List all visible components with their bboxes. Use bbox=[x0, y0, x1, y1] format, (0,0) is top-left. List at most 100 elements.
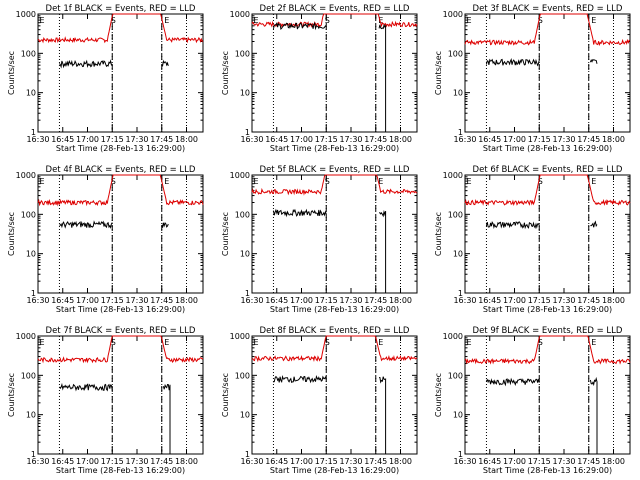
panel-title: Det 1f BLACK = Events, RED = LLD bbox=[46, 4, 196, 14]
events-series-line bbox=[272, 208, 327, 218]
plot-frame bbox=[464, 335, 631, 455]
x-tick-label: 18:00 bbox=[389, 457, 412, 466]
x-tick-label: 16:45 bbox=[478, 457, 501, 466]
y-tick-label: 10 bbox=[26, 250, 36, 259]
x-tick-label: 17:45 bbox=[150, 457, 173, 466]
lld-series-line bbox=[464, 174, 631, 207]
x-tick-label: 17:00 bbox=[76, 457, 99, 466]
x-tick-label: 16:45 bbox=[265, 457, 288, 466]
x-tick-label: 17:15 bbox=[528, 457, 551, 466]
y-tick-label: 10 bbox=[26, 89, 36, 98]
x-tick-label: 18:00 bbox=[175, 135, 198, 144]
x-tick-label: 17:30 bbox=[552, 135, 575, 144]
x-tick-label: 16:30 bbox=[453, 135, 476, 144]
x-axis-label: Start Time (28-Feb-13 16:29:00) bbox=[483, 466, 612, 475]
x-tick-label: 17:45 bbox=[364, 296, 387, 305]
y-axis-label: Counts/sec bbox=[7, 373, 16, 417]
lld-series-line bbox=[251, 174, 418, 196]
marker-e-start: E bbox=[466, 177, 471, 186]
y-tick-label: 10 bbox=[240, 89, 250, 98]
events-series-line bbox=[273, 374, 327, 384]
plot-frame bbox=[464, 174, 631, 294]
x-tick-label: 17:45 bbox=[364, 135, 387, 144]
panel-title: Det 3f BLACK = Events, RED = LLD bbox=[473, 4, 623, 14]
lld-series-line bbox=[251, 13, 418, 29]
x-axis-label: Start Time (28-Feb-13 16:29:00) bbox=[56, 144, 185, 153]
plot-frame bbox=[251, 174, 418, 294]
marker-e-end: E bbox=[164, 16, 169, 25]
marker-e-start: E bbox=[39, 338, 44, 347]
events-series-line bbox=[161, 221, 169, 228]
panel-title: Det 8f BLACK = Events, RED = LLD bbox=[260, 326, 410, 336]
events-series-line bbox=[378, 23, 387, 132]
marker-e-end: E bbox=[164, 177, 169, 186]
y-tick-label: 100 bbox=[448, 371, 463, 380]
x-tick-label: 17:15 bbox=[315, 296, 338, 305]
events-series-line bbox=[379, 376, 387, 454]
x-tick-label: 17:30 bbox=[552, 296, 575, 305]
lld-series-line bbox=[37, 335, 204, 364]
x-axis-label: Start Time (28-Feb-13 16:29:00) bbox=[483, 305, 612, 314]
y-tick-label: 1 bbox=[458, 450, 463, 459]
marker-s: S bbox=[538, 16, 543, 25]
x-tick-label: 17:15 bbox=[528, 296, 551, 305]
y-tick-label: 100 bbox=[448, 49, 463, 58]
y-tick-label: 100 bbox=[235, 210, 250, 219]
marker-e-start: E bbox=[466, 16, 471, 25]
y-tick-label: 1000 bbox=[16, 171, 36, 180]
y-tick-label: 100 bbox=[21, 371, 36, 380]
plot-frame bbox=[37, 335, 204, 455]
x-tick-label: 17:00 bbox=[503, 296, 526, 305]
x-tick-label: 16:45 bbox=[265, 135, 288, 144]
x-tick-label: 16:30 bbox=[453, 457, 476, 466]
x-tick-label: 17:30 bbox=[125, 457, 148, 466]
x-tick-label: 17:00 bbox=[76, 296, 99, 305]
events-series-line bbox=[589, 58, 598, 64]
y-tick-label: 100 bbox=[21, 210, 36, 219]
marker-s: S bbox=[325, 16, 330, 25]
plot-frame bbox=[37, 174, 204, 294]
y-tick-label: 1 bbox=[31, 450, 36, 459]
y-tick-label: 1 bbox=[245, 450, 250, 459]
y-tick-label: 100 bbox=[235, 371, 250, 380]
x-tick-label: 17:30 bbox=[125, 135, 148, 144]
x-tick-label: 17:15 bbox=[101, 296, 124, 305]
plot-frame bbox=[464, 13, 631, 133]
panel-title: Det 4f BLACK = Events, RED = LLD bbox=[46, 165, 196, 175]
y-tick-label: 1000 bbox=[443, 10, 463, 19]
x-tick-label: 16:30 bbox=[240, 457, 263, 466]
y-axis-label: Counts/sec bbox=[221, 373, 230, 417]
events-series-line bbox=[485, 220, 540, 230]
marker-e-start: E bbox=[253, 177, 258, 186]
y-tick-label: 10 bbox=[240, 411, 250, 420]
y-axis-label: Counts/sec bbox=[221, 212, 230, 256]
plot-frame bbox=[37, 13, 204, 133]
x-tick-label: 17:15 bbox=[315, 135, 338, 144]
y-tick-label: 10 bbox=[453, 89, 463, 98]
events-series-line bbox=[485, 377, 540, 387]
y-axis-label: Counts/sec bbox=[7, 51, 16, 95]
y-axis-label: Counts/sec bbox=[434, 373, 443, 417]
x-tick-label: 17:45 bbox=[150, 296, 173, 305]
y-tick-label: 100 bbox=[21, 49, 36, 58]
x-tick-label: 18:00 bbox=[602, 457, 625, 466]
marker-s: S bbox=[111, 338, 116, 347]
y-axis-label: Counts/sec bbox=[434, 51, 443, 95]
events-series-line bbox=[162, 383, 171, 454]
x-tick-label: 17:30 bbox=[125, 296, 148, 305]
events-series-line bbox=[485, 57, 540, 67]
marker-e-start: E bbox=[253, 338, 258, 347]
marker-e-end: E bbox=[591, 177, 596, 186]
marker-s: S bbox=[538, 338, 543, 347]
x-tick-label: 17:45 bbox=[150, 135, 173, 144]
plot-frame bbox=[251, 13, 418, 133]
x-tick-label: 17:15 bbox=[528, 135, 551, 144]
x-tick-label: 16:30 bbox=[453, 296, 476, 305]
x-tick-label: 18:00 bbox=[389, 135, 412, 144]
x-tick-label: 16:45 bbox=[478, 135, 501, 144]
x-tick-label: 17:15 bbox=[101, 457, 124, 466]
y-tick-label: 10 bbox=[453, 250, 463, 259]
x-axis-label: Start Time (28-Feb-13 16:29:00) bbox=[270, 144, 399, 153]
x-axis-label: Start Time (28-Feb-13 16:29:00) bbox=[270, 466, 399, 475]
